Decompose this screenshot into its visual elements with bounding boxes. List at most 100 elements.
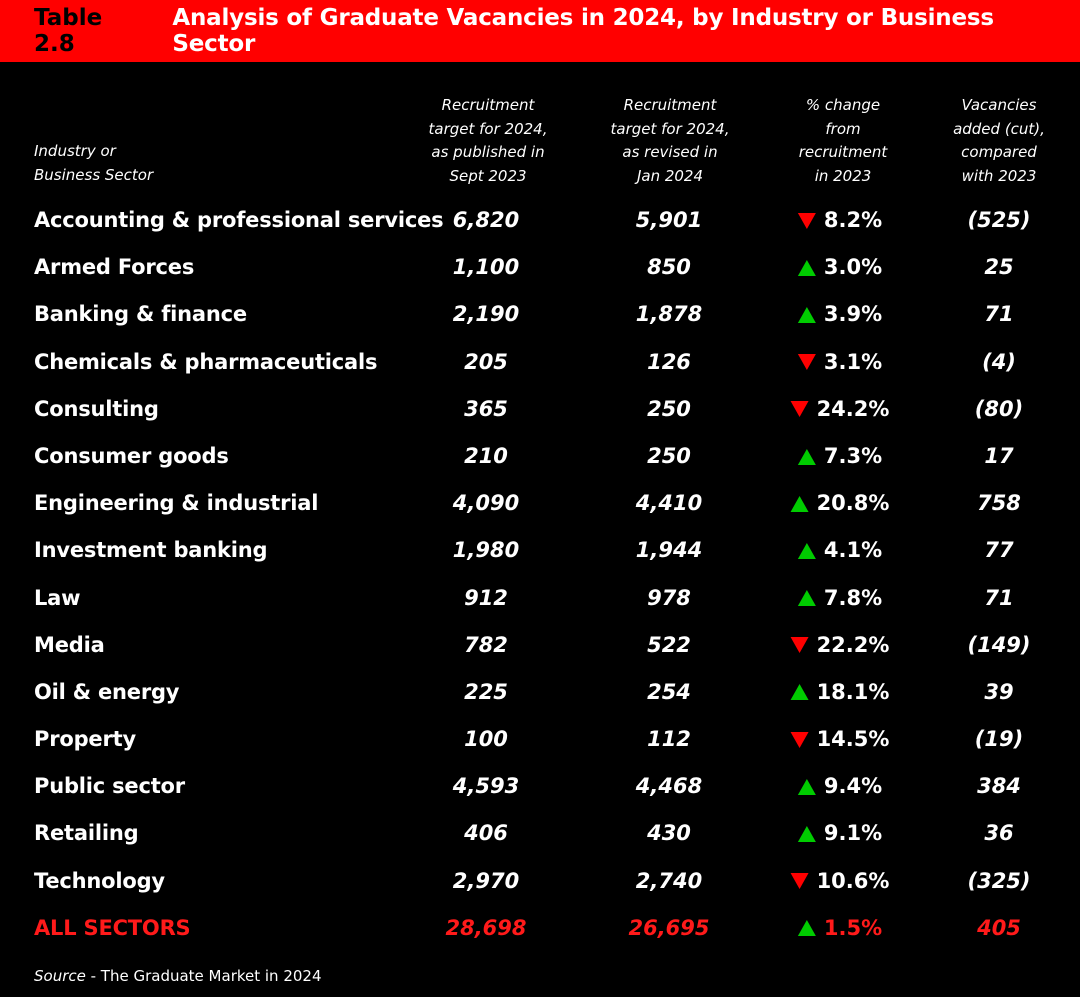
sector-name: Investment banking [34,538,268,563]
header-line: Recruitment [623,96,717,114]
table-body: Accounting & professional services 6,820 5… [0,197,1080,952]
sector-name: Armed Forces [34,255,195,280]
triangle-up-icon [790,495,809,512]
target-sept2023: 6,820 [452,208,520,232]
percent-change: 3.0% [797,244,882,291]
percent-change-value: 14.5% [816,727,890,752]
sector-name: Retailing [34,821,139,846]
target-sept2023: 28,698 [445,915,527,940]
sector-name: Engineering & industrial [34,491,319,516]
header-vacancies: Vacancies added (cut), compared with 202… [919,94,1079,186]
percent-change-value: 10.6% [816,868,890,893]
triangle-up-icon [790,684,809,701]
percent-change-value: 7.8% [823,585,883,610]
triangle-down-icon [790,401,809,418]
table-row: Engineering & industrial 4,090 4,410 20.8% 7… [0,480,1080,527]
triangle-up-icon [797,590,816,607]
sector-name: Public sector [34,774,185,799]
target-sept2023: 4,090 [452,491,520,516]
percent-change-value: 9.4% [823,774,883,799]
header-sept2023: Recruitment target for 2024, as publishe… [408,94,568,186]
vacancies-change: 405 [977,915,1021,940]
percent-change: 3.9% [797,291,882,338]
header-line: Sept 2023 [449,166,527,185]
target-jan2024: 26,695 [628,915,710,940]
table-number: Table 2.8 [34,5,103,57]
vacancies-change: 758 [977,491,1021,516]
percent-change: 20.8% [790,480,889,527]
percent-change: 1.5% [797,905,882,952]
target-jan2024: 850 [647,255,691,280]
target-sept2023: 912 [464,585,508,610]
percent-change: 14.5% [790,716,890,763]
sector-name: Accounting & professional services [34,208,444,232]
target-jan2024: 1,878 [635,302,703,327]
header-line: in 2023 [814,166,872,185]
target-jan2024: 126 [647,349,691,374]
target-sept2023: 100 [464,727,508,752]
target-jan2024: 4,468 [635,774,703,799]
table-row: Banking & finance 2,190 1,878 3.9% 71 [0,291,1080,338]
table-row: Chemicals & pharmaceuticals 205 126 3.1% (4) [0,339,1080,386]
vacancies-change: 384 [977,774,1021,799]
header-line: with 2023 [961,166,1037,185]
target-jan2024: 5,901 [635,208,703,232]
header-line: Jan 2024 [636,166,704,185]
header-line: recruitment [798,143,888,161]
header-line: as revised in [622,143,718,161]
triangle-up-icon [797,259,816,276]
triangle-down-icon [797,354,816,371]
header-line: % change [805,96,881,114]
percent-change: 3.1% [797,339,882,386]
source-text: - The Graduate Market in 2024 [85,967,322,985]
header-line: compared [961,143,1037,161]
header-sector-line: Industry or [34,142,116,160]
vacancies-change: (325) [967,868,1031,893]
header-line: Recruitment [441,96,535,114]
target-jan2024: 2,740 [635,868,703,893]
triangle-up-icon [797,306,816,323]
percent-change: 22.2% [790,622,890,669]
vacancies-change: 25 [984,255,1014,280]
target-jan2024: 1,944 [635,538,703,563]
sector-name: Oil & energy [34,679,180,704]
vacancies-change: (80) [974,396,1024,421]
header-sector-line: Business Sector [34,165,154,184]
sector-name: Media [34,632,105,657]
target-jan2024: 522 [647,632,691,657]
vacancies-change: 36 [984,821,1014,846]
triangle-down-icon [790,873,809,890]
vacancies-change: (19) [974,727,1024,752]
title-bar: Table 2.8 Analysis of Graduate Vacancies… [0,0,1080,62]
sector-name: Law [34,585,81,610]
header-sector: Industry or Business Sector [34,140,153,232]
percent-change: 9.4% [797,763,883,810]
target-jan2024: 254 [647,679,691,704]
triangle-up-icon [797,542,816,559]
percent-change: 9.1% [797,810,882,857]
vacancies-change: 77 [984,538,1014,563]
table-row: Media 782 522 22.2% (149) [0,622,1080,669]
header-line: from [825,119,861,138]
header-line: Vacancies [961,96,1037,114]
triangle-up-icon [797,448,816,465]
vacancies-change: 17 [984,443,1014,468]
percent-change: 4.1% [797,527,882,574]
target-sept2023: 1,100 [452,255,520,280]
header-line: target for 2024, [610,119,730,138]
triangle-down-icon [790,637,809,654]
triangle-down-icon [797,212,816,229]
percent-change-value: 18.1% [816,679,890,704]
vacancies-change: (149) [967,632,1031,657]
percent-change: 7.8% [797,575,883,622]
target-sept2023: 782 [464,632,508,657]
triangle-up-icon [797,826,816,843]
table-title: Analysis of Graduate Vacancies in 2024, … [172,5,994,57]
vacancies-change: 39 [984,679,1014,704]
sector-name: Chemicals & pharmaceuticals [34,349,378,374]
table-row: Consumer goods 210 250 7.3% 17 [0,433,1080,480]
source-note: Source - The Graduate Market in 2024 [34,967,322,985]
percent-change-value: 22.2% [816,632,890,657]
percent-change: 8.2% [797,197,882,244]
target-sept2023: 225 [464,679,508,704]
